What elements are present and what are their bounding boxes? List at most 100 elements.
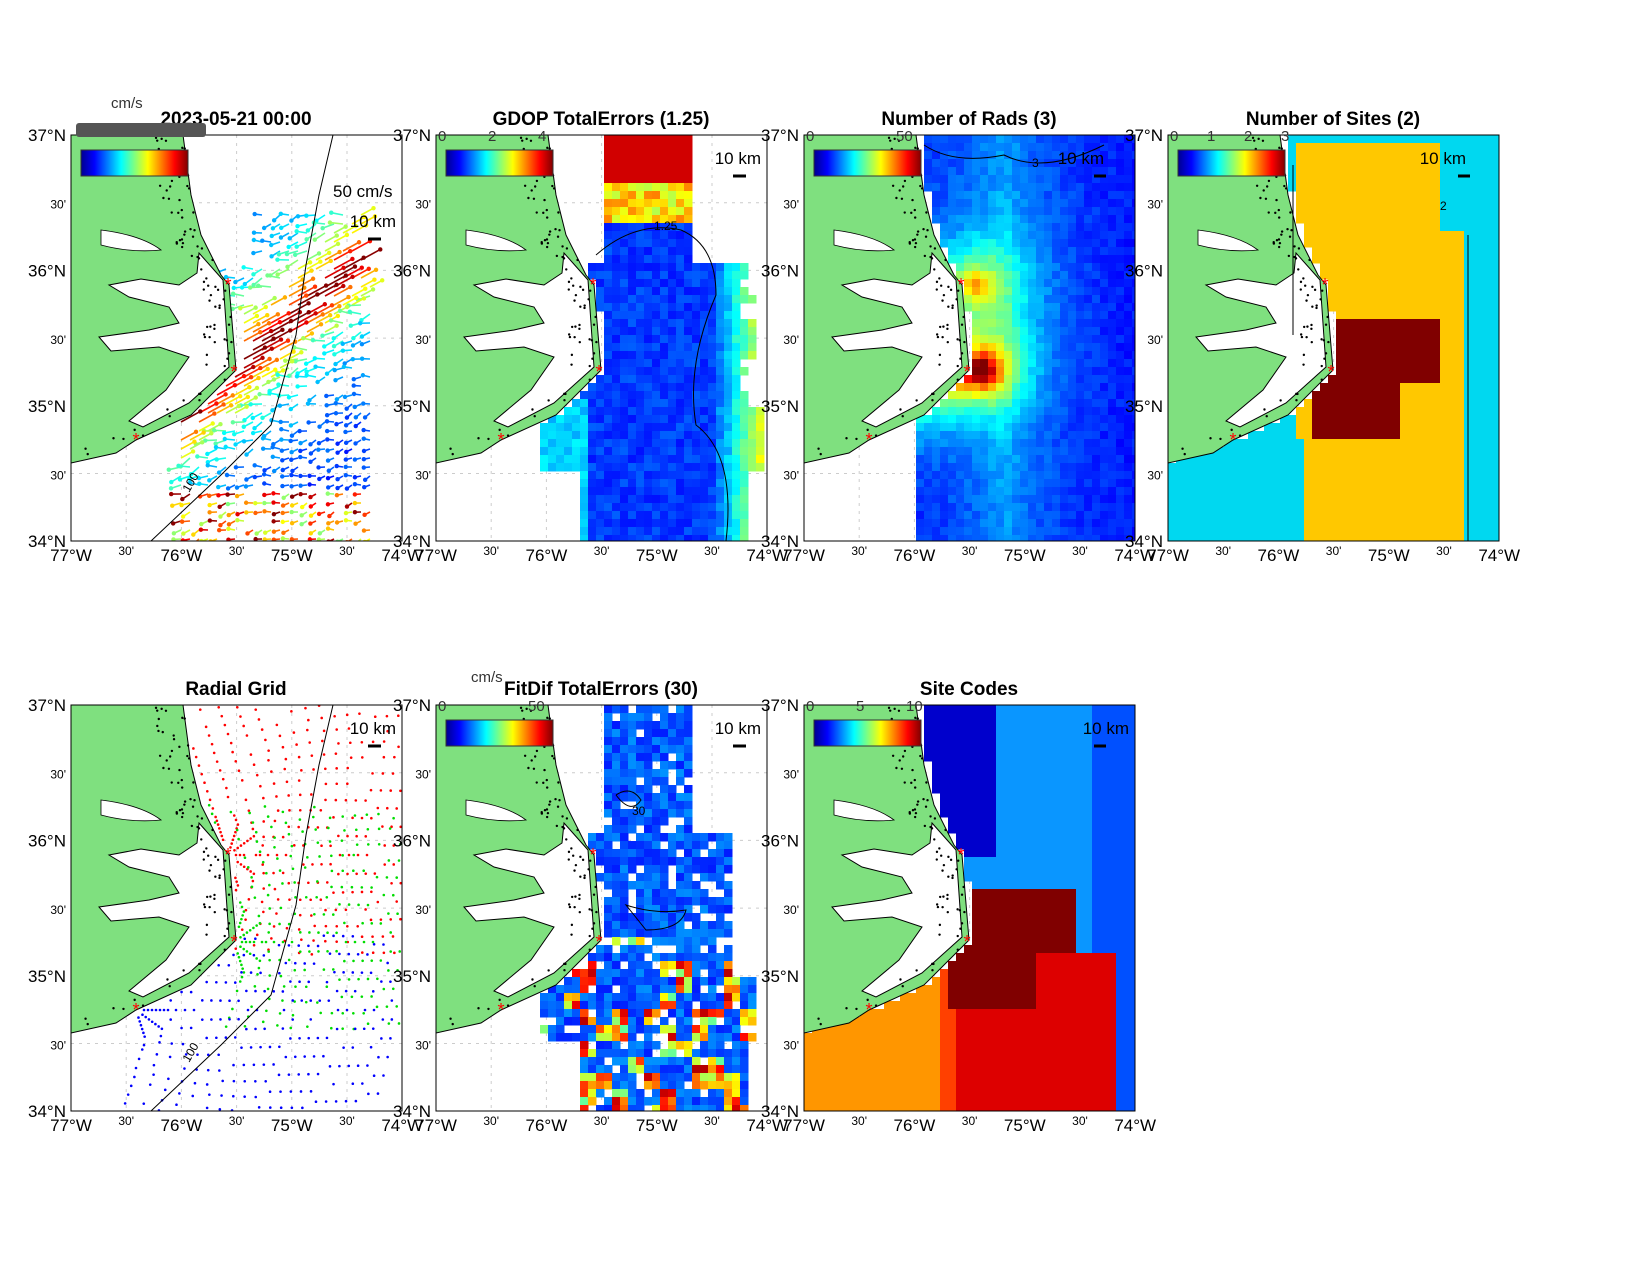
data-cell: [1496, 239, 1499, 248]
data-cell: [1184, 455, 1193, 464]
data-cell: [676, 527, 685, 536]
data-cell: [1440, 279, 1449, 288]
data-cell: [572, 407, 581, 416]
data-cell: [732, 367, 741, 376]
data-cell: [1360, 303, 1369, 312]
data-cell: [1036, 495, 1045, 504]
coast-dot: [590, 339, 594, 342]
data-cell: [572, 447, 581, 456]
coast-dot: [133, 428, 136, 432]
coast-dot: [558, 229, 561, 232]
data-cell: [1100, 343, 1109, 352]
data-cell: [1176, 535, 1185, 541]
vector-arrowhead: [245, 531, 250, 536]
data-cell: [668, 391, 677, 400]
coast-dot: [958, 339, 962, 342]
coast-dot: [200, 247, 204, 250]
data-cell: [1328, 439, 1337, 448]
data-cell: [1448, 439, 1457, 448]
data-cell: [1496, 231, 1499, 240]
vector-arrowhead: [210, 421, 215, 426]
data-cell: [1424, 503, 1433, 512]
data-cell: [1076, 215, 1085, 224]
data-cell: [1068, 183, 1077, 192]
data-cell: [748, 327, 757, 336]
data-cell: [1100, 295, 1109, 304]
data-cell: [684, 279, 693, 288]
data-cell: [668, 207, 677, 216]
data-cell: [644, 207, 653, 216]
data-cell: [1360, 223, 1369, 232]
radar-site-marker: *: [224, 275, 231, 295]
data-cell: [684, 255, 693, 264]
data-cell: [980, 359, 989, 368]
lon-tick-label: 74°W: [746, 546, 788, 565]
data-cell: [1012, 231, 1021, 240]
vector-arrowhead: [348, 323, 354, 328]
axes-frame: [803, 134, 1136, 542]
coast-dot: [533, 414, 536, 418]
data-cell: [1004, 319, 1013, 328]
data-cell: [1480, 407, 1489, 416]
coast-dot: [202, 333, 206, 336]
data-cell: [1352, 455, 1361, 464]
data-cell: [1400, 511, 1409, 520]
vector-arrowhead: [267, 356, 272, 362]
vector-arrowhead: [352, 457, 358, 462]
vector-arrowhead: [340, 348, 346, 353]
data-cell: [620, 359, 629, 368]
data-cell: [916, 519, 925, 528]
data-cell: [1496, 335, 1499, 344]
data-cell: [652, 487, 661, 496]
data-cell: [1384, 495, 1393, 504]
data-cell: [1424, 343, 1433, 352]
data-cell: [1352, 511, 1361, 520]
data-cell: [996, 255, 1005, 264]
data-cell: [1344, 279, 1353, 288]
current-vector: [351, 288, 366, 297]
data-cell: [1084, 487, 1093, 496]
data-cell: [1224, 479, 1233, 488]
data-cell: [1392, 439, 1401, 448]
data-cell: [676, 287, 685, 296]
data-cell: [1352, 255, 1361, 264]
data-cell: [676, 207, 685, 216]
vector-arrowhead: [289, 503, 295, 508]
data-cell: [1472, 207, 1481, 216]
data-cell: [636, 279, 645, 288]
data-cell: [1320, 191, 1329, 200]
vector-arrowhead: [271, 336, 276, 341]
data-cell: [1448, 183, 1457, 192]
data-cell: [996, 279, 1005, 288]
data-cell: [1068, 415, 1077, 424]
vector-arrowhead: [310, 338, 316, 343]
data-cell: [692, 527, 701, 536]
coast-dot: [506, 434, 510, 437]
data-cell: [580, 463, 589, 472]
data-cell: [1480, 471, 1489, 480]
data-cell: [1100, 487, 1109, 496]
data-cell: [732, 471, 741, 480]
coast-dot: [568, 335, 572, 339]
data-cell: [1044, 199, 1053, 208]
vector-arrowhead: [344, 449, 349, 455]
data-cell: [1376, 223, 1385, 232]
data-cell: [980, 415, 989, 424]
data-cell: [1320, 391, 1329, 400]
data-cell: [932, 215, 941, 224]
data-cell: [996, 471, 1005, 480]
data-cell: [1488, 343, 1497, 352]
data-cell: [636, 167, 645, 176]
data-cell: [1076, 223, 1085, 232]
current-vector: [225, 405, 240, 414]
data-cell: [1312, 527, 1321, 536]
data-cell: [1472, 327, 1481, 336]
vector-arrowhead: [362, 512, 367, 518]
coast-dot: [224, 289, 227, 292]
vector-arrowhead: [179, 502, 184, 508]
data-cell: [1456, 519, 1465, 528]
data-cell: [1488, 439, 1497, 448]
data-cell: [556, 463, 565, 472]
data-cell: [612, 391, 621, 400]
data-cell: [1168, 487, 1177, 496]
